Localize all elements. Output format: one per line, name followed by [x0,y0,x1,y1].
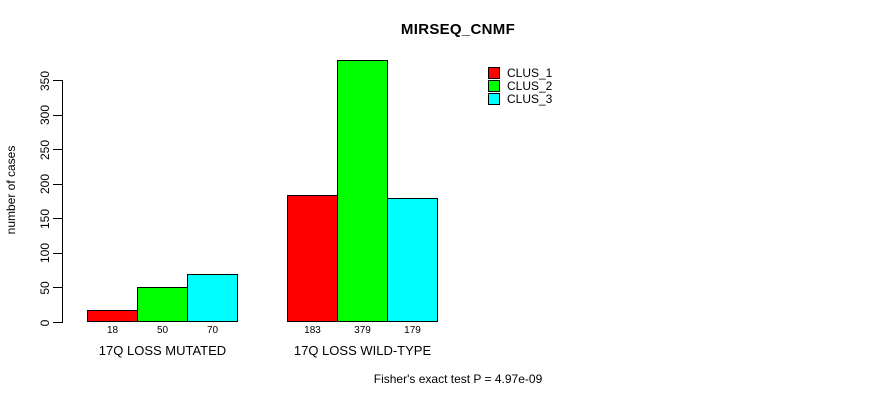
annotation-text: Fisher's exact test P = 4.97e-09 [373,372,543,386]
legend-item: CLUS_1 [488,65,553,80]
bar [137,287,188,322]
y-axis-tick-label: 250 [38,139,52,160]
y-axis-tick [53,183,63,185]
y-axis-tick [53,80,63,81]
bar [287,195,338,322]
y-axis-tick-label: 50 [38,281,52,295]
legend-swatch [488,66,500,79]
y-axis-tick-label: 200 [38,174,52,195]
legend: CLUS_1 CLUS_2 CLUS_3 [488,66,552,106]
y-axis-tick [53,287,63,289]
bar-value-label: 70 [206,325,219,336]
bar [387,198,438,322]
y-axis-tick [53,114,63,116]
bar [337,59,388,322]
bar-value-label: 379 [354,325,371,336]
legend-item: CLUS_2 [488,79,553,94]
y-axis-title: number of cases [4,145,18,235]
bar [87,309,138,322]
bar-value-label: 50 [156,325,169,336]
y-axis-tick [53,218,63,220]
bar-value-label: 183 [304,325,321,336]
legend-swatch [488,93,500,106]
x-group-label: 17Q LOSS WILD-TYPE [293,343,432,358]
x-group-label: 17Q LOSS MUTATED [98,343,227,358]
y-axis-tick-label: 350 [38,70,52,91]
y-axis-tick-label: 0 [38,319,52,326]
legend-label: CLUS_1 [507,65,553,80]
bar-value-label: 179 [404,325,421,336]
y-axis-tick-label: 150 [38,208,52,229]
bar-value-label: 18 [106,325,119,336]
y-axis-tick [53,322,63,323]
legend-item: CLUS_3 [488,92,553,107]
legend-label: CLUS_3 [507,92,553,107]
legend-label: CLUS_2 [507,79,553,94]
y-axis-tick-label: 300 [38,105,52,126]
legend-swatch [488,80,500,93]
bar [187,273,238,322]
y-axis-line [62,80,63,323]
y-axis-tick [53,252,63,254]
y-axis-tick-label: 100 [38,243,52,264]
y-axis-tick [53,149,63,151]
chart-title: MIRSEQ_CNMF [400,21,516,38]
